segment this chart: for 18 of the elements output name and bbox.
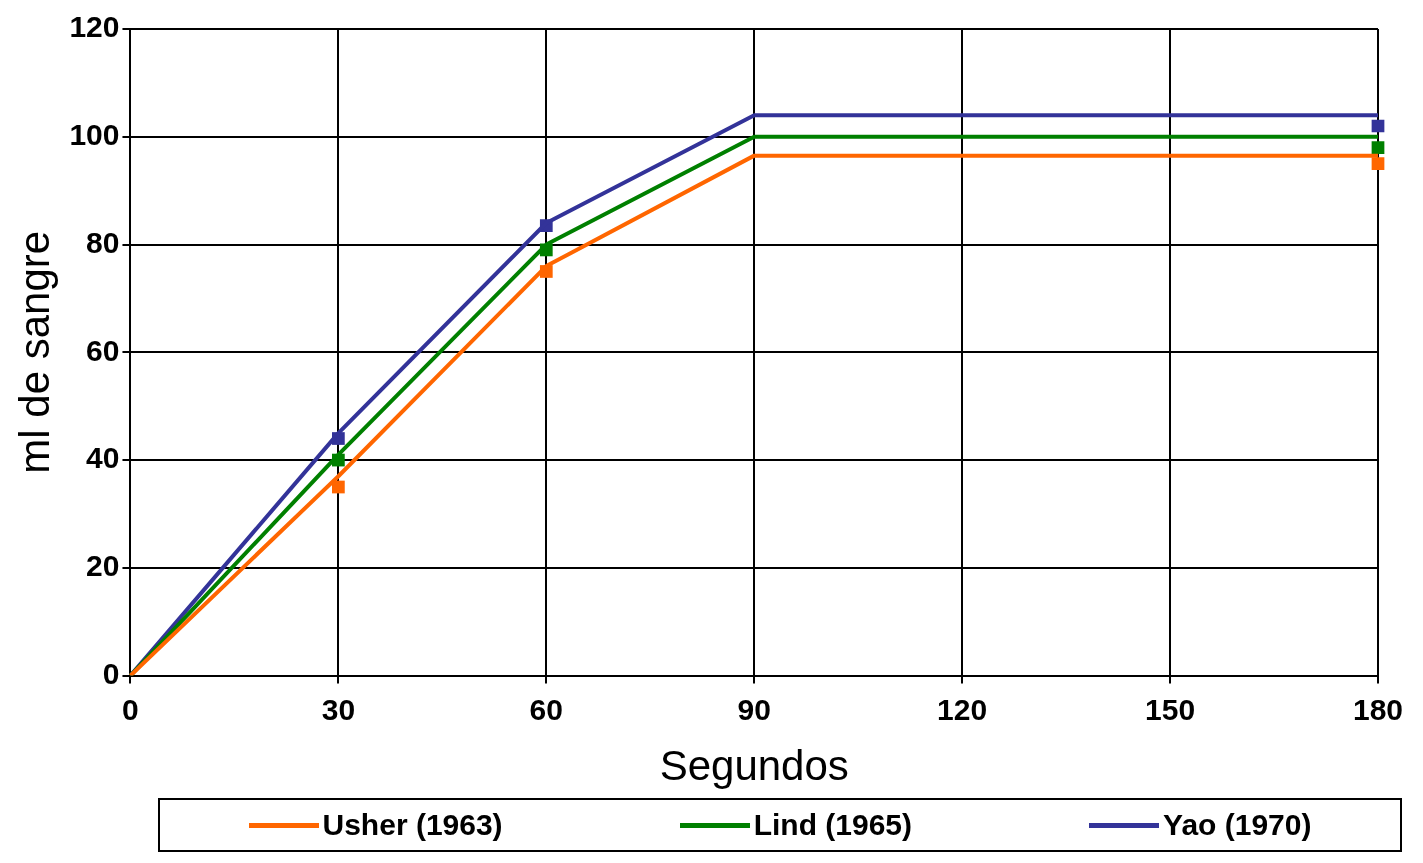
y-tick-label: 100 xyxy=(69,118,120,152)
x-tick-label: 60 xyxy=(529,692,563,726)
y-tick-label: 40 xyxy=(86,441,120,475)
x-axis-title: Segundos xyxy=(659,742,849,790)
y-tick-label: 0 xyxy=(102,656,120,690)
x-tick-label: 120 xyxy=(937,692,988,726)
legend-label: Lind (1965) xyxy=(753,808,913,842)
y-tick-label: 80 xyxy=(86,225,120,259)
legend-label: Yao (1970) xyxy=(1163,808,1312,842)
legend-label: Usher (1963) xyxy=(322,808,503,842)
y-tick-label: 20 xyxy=(86,549,120,583)
x-tick-label: 150 xyxy=(1145,692,1196,726)
x-tick-label: 180 xyxy=(1352,692,1404,726)
y-axis-title: ml de sangre xyxy=(10,230,58,474)
x-tick-label: 30 xyxy=(321,692,356,726)
y-tick-label: 60 xyxy=(86,333,120,367)
x-tick-label: 90 xyxy=(737,692,771,726)
y-tick-label: 120 xyxy=(69,10,120,44)
